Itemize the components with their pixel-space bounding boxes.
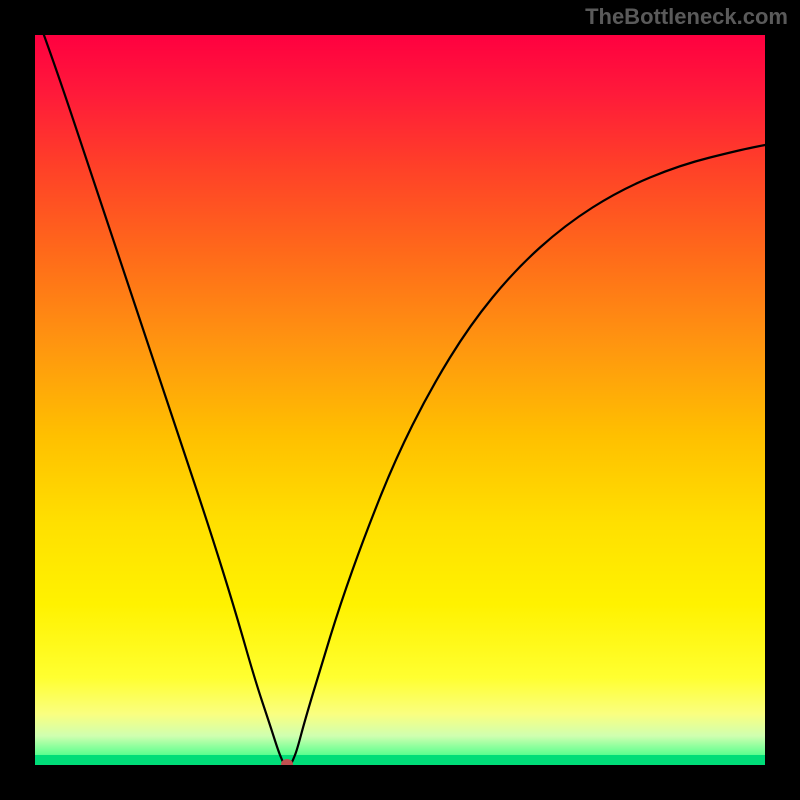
chart-container: TheBottleneck.com	[0, 0, 800, 800]
gradient-background	[35, 35, 765, 765]
bottleneck-chart	[0, 0, 800, 800]
watermark-text: TheBottleneck.com	[585, 4, 788, 30]
green-band	[35, 755, 765, 765]
